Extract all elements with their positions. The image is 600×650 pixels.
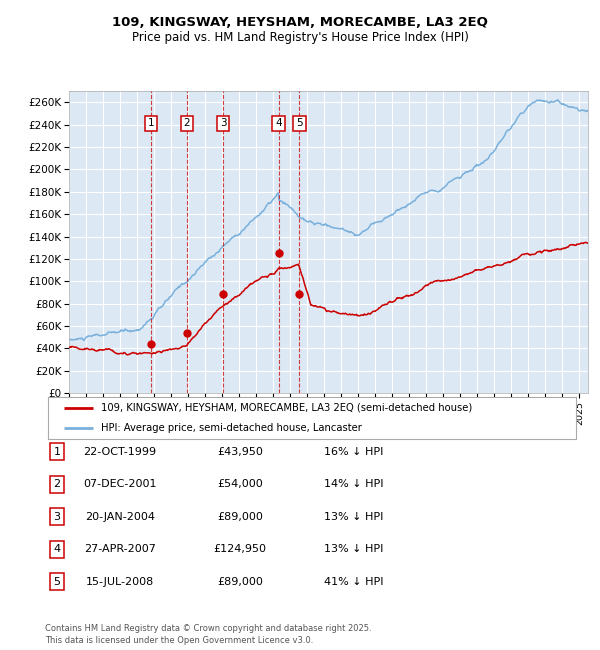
- Text: £124,950: £124,950: [214, 544, 266, 554]
- Text: 41% ↓ HPI: 41% ↓ HPI: [324, 577, 383, 587]
- Text: 5: 5: [53, 577, 61, 587]
- Text: 2: 2: [184, 118, 190, 129]
- Text: 15-JUL-2008: 15-JUL-2008: [86, 577, 154, 587]
- Text: 3: 3: [53, 512, 61, 522]
- Text: £43,950: £43,950: [217, 447, 263, 457]
- Text: 13% ↓ HPI: 13% ↓ HPI: [324, 512, 383, 522]
- Text: 109, KINGSWAY, HEYSHAM, MORECAMBE, LA3 2EQ (semi-detached house): 109, KINGSWAY, HEYSHAM, MORECAMBE, LA3 2…: [101, 403, 472, 413]
- Text: 109, KINGSWAY, HEYSHAM, MORECAMBE, LA3 2EQ: 109, KINGSWAY, HEYSHAM, MORECAMBE, LA3 2…: [112, 16, 488, 29]
- Text: 07-DEC-2001: 07-DEC-2001: [83, 479, 157, 489]
- Text: 2: 2: [53, 479, 61, 489]
- Text: HPI: Average price, semi-detached house, Lancaster: HPI: Average price, semi-detached house,…: [101, 423, 362, 433]
- Text: 16% ↓ HPI: 16% ↓ HPI: [324, 447, 383, 457]
- Text: 3: 3: [220, 118, 226, 129]
- Text: 13% ↓ HPI: 13% ↓ HPI: [324, 544, 383, 554]
- Text: 4: 4: [53, 544, 61, 554]
- Text: Contains HM Land Registry data © Crown copyright and database right 2025.
This d: Contains HM Land Registry data © Crown c…: [45, 624, 371, 645]
- Text: 5: 5: [296, 118, 303, 129]
- Text: 27-APR-2007: 27-APR-2007: [84, 544, 156, 554]
- Text: £89,000: £89,000: [217, 577, 263, 587]
- Text: 22-OCT-1999: 22-OCT-1999: [83, 447, 157, 457]
- Text: 14% ↓ HPI: 14% ↓ HPI: [324, 479, 383, 489]
- Text: 4: 4: [275, 118, 282, 129]
- Text: 20-JAN-2004: 20-JAN-2004: [85, 512, 155, 522]
- Text: Price paid vs. HM Land Registry's House Price Index (HPI): Price paid vs. HM Land Registry's House …: [131, 31, 469, 44]
- Text: 1: 1: [148, 118, 154, 129]
- Text: 1: 1: [53, 447, 61, 457]
- Text: £89,000: £89,000: [217, 512, 263, 522]
- Text: £54,000: £54,000: [217, 479, 263, 489]
